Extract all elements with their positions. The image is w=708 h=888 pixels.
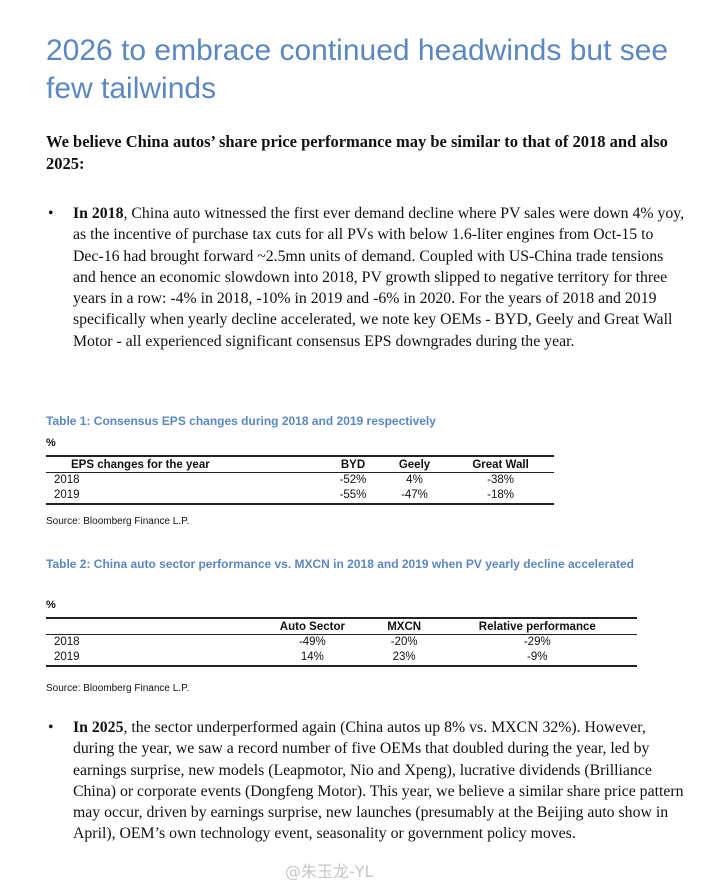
cell: -20% [390, 636, 418, 648]
table1-unit: % [46, 437, 56, 449]
bullet-bold: In 2018 [73, 205, 124, 222]
bullet-text: , the sector underperformed again (China… [73, 719, 684, 843]
table2-header [46, 618, 254, 635]
cell: 4% [406, 474, 423, 486]
bullet-2018: • In 2018, China auto witnessed the firs… [46, 203, 686, 352]
table1-header: Great Wall [447, 456, 554, 473]
table1-caption: Table 1: Consensus EPS changes during 20… [46, 414, 436, 428]
bullet-bold: In 2025 [73, 719, 124, 736]
table-row: 2018 -49% -20% -29% [46, 635, 637, 651]
bullet-2025: • In 2025, the sector underperformed aga… [46, 717, 686, 845]
table2-header: Relative performance [437, 618, 637, 635]
cell: -9% [437, 650, 637, 667]
table2-caption: Table 2: China auto sector performance v… [46, 557, 635, 571]
table1-header: BYD [324, 456, 382, 473]
table1-header: EPS changes for the year [46, 456, 325, 473]
cell: -55% [324, 488, 382, 505]
lead-paragraph: We believe China autos’ share price perf… [46, 132, 668, 173]
bullet-icon: • [48, 719, 54, 736]
table1-header: Geely [381, 456, 448, 473]
cell: -47% [381, 488, 448, 505]
table-row: 2018 -52% 4% -38% [46, 473, 554, 489]
cell: 2018 [54, 636, 80, 648]
table-row: 2019 14% 23% -9% [46, 650, 637, 667]
cell: 2019 [46, 650, 254, 667]
cell: 23% [370, 650, 438, 667]
table2-unit: % [46, 599, 56, 611]
cell: -29% [523, 636, 551, 648]
table1-source: Source: Bloomberg Finance L.P. [46, 516, 190, 527]
cell: 14% [254, 650, 371, 667]
cell: -38% [487, 474, 514, 486]
table2-source: Source: Bloomberg Finance L.P. [46, 683, 190, 694]
cell: 2019 [46, 488, 325, 505]
cell: 2018 [54, 474, 80, 486]
cell: -18% [447, 488, 554, 505]
bullet-text: , China auto witnessed the first ever de… [73, 205, 685, 350]
table2: Auto Sector MXCN Relative performance 20… [46, 617, 637, 667]
table-row: 2019 -55% -47% -18% [46, 488, 554, 505]
cell: -52% [339, 474, 367, 486]
table2-header: Auto Sector [254, 618, 371, 635]
table2-header: MXCN [370, 618, 438, 635]
cell: -49% [298, 636, 326, 648]
bullet-icon: • [48, 205, 54, 222]
watermark: @朱玉龙-YL [285, 862, 374, 881]
page-title: 2026 to embrace continued headwinds but … [46, 34, 669, 105]
table1: EPS changes for the year BYD Geely Great… [46, 455, 554, 505]
